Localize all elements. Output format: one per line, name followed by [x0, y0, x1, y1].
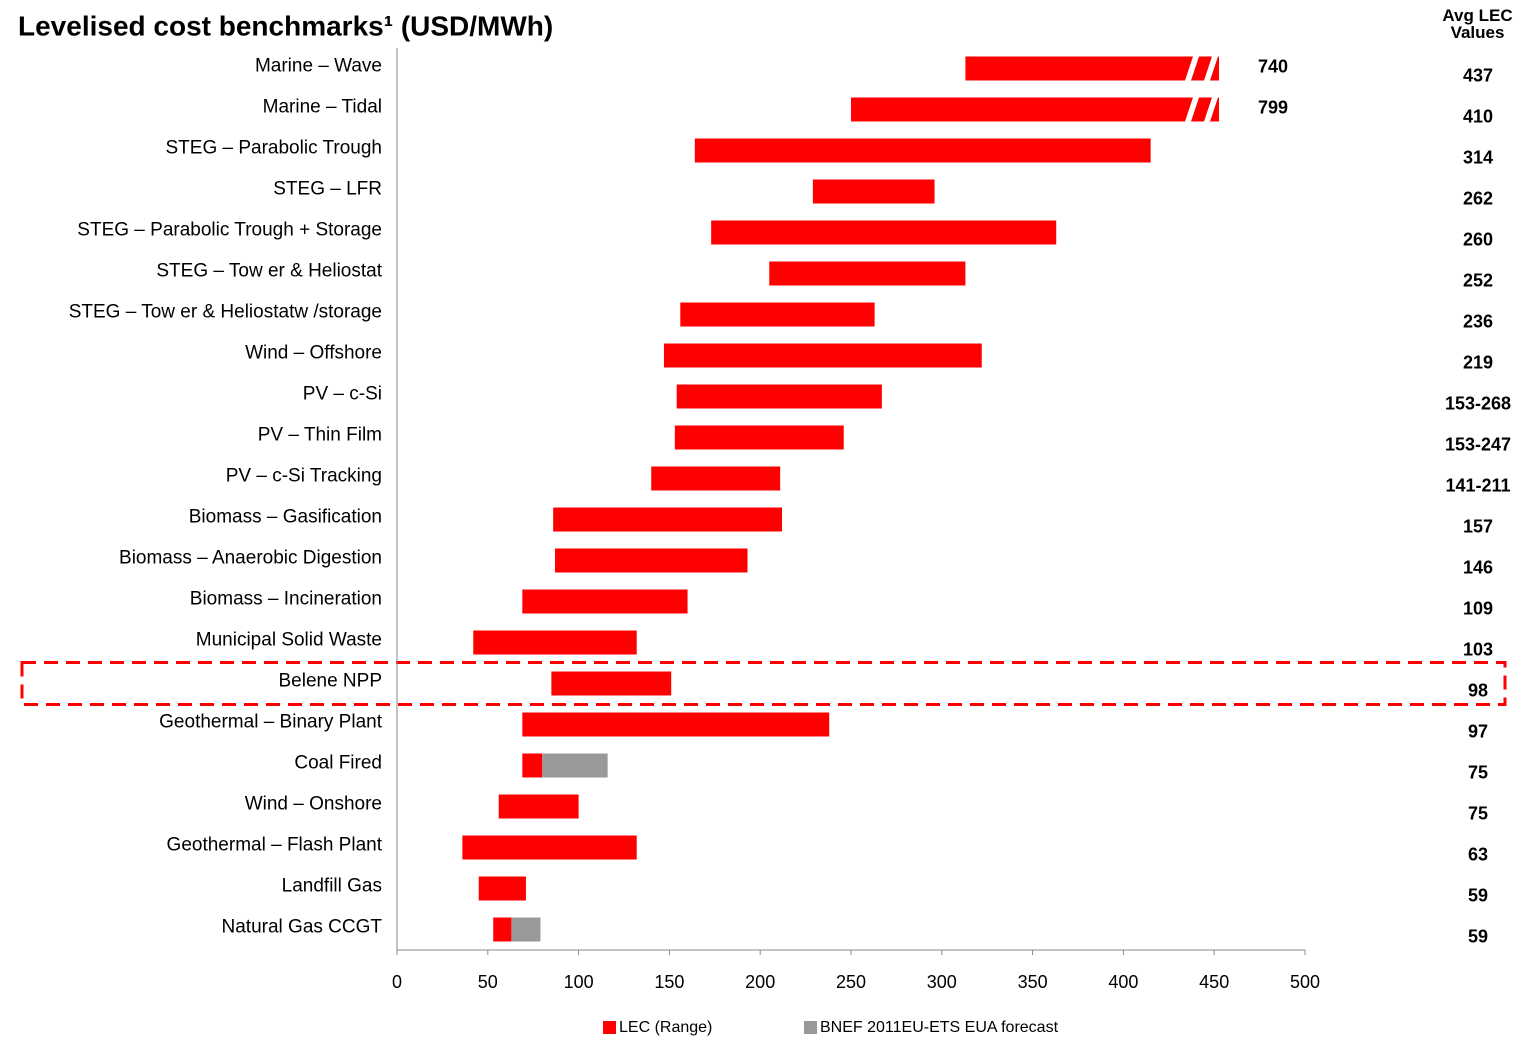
bar: [812, 179, 935, 204]
avg-lec-value: 410: [1463, 106, 1493, 126]
category-label: STEG – Parabolic Trough: [166, 138, 383, 159]
bar: [674, 425, 844, 450]
x-tick-label: 450: [1199, 972, 1229, 992]
bar: [851, 97, 1219, 122]
bar: [522, 753, 543, 778]
axis-break: [1204, 56, 1218, 81]
category-label: Geothermal – Flash Plant: [167, 835, 383, 856]
avg-lec-value: 314: [1463, 147, 1493, 167]
avg-lec-value: 75: [1468, 803, 1488, 823]
avg-lec-value: 75: [1468, 762, 1488, 782]
avg-lec-value: 437: [1463, 65, 1493, 85]
category-label: STEG – Parabolic Trough + Storage: [77, 220, 382, 241]
avg-lec-value: 109: [1463, 598, 1493, 618]
x-tick-label: 150: [654, 972, 684, 992]
bar: [462, 835, 637, 860]
category-label: PV – Thin Film: [258, 425, 382, 446]
bar: [542, 753, 608, 778]
chart-title: Levelised cost benchmarks¹ (USD/MWh): [18, 10, 553, 41]
category-label: Biomass – Anaerobic Digestion: [119, 548, 382, 569]
x-tick-label: 400: [1108, 972, 1138, 992]
highlight-box: [20, 661, 1507, 706]
legend-label: BNEF 2011EU-ETS EUA forecast: [820, 1019, 1059, 1036]
x-tick-label: 100: [564, 972, 594, 992]
bar-end-label: 799: [1258, 97, 1288, 117]
category-label: Biomass – Gasification: [189, 507, 382, 528]
x-tick-label: 0: [392, 972, 402, 992]
bar: [511, 917, 541, 942]
bar-end-label: 740: [1258, 56, 1288, 76]
avg-lec-value: 153-268: [1445, 393, 1511, 413]
bar: [551, 671, 672, 696]
category-label: Biomass – Incineration: [190, 589, 382, 610]
category-label: STEG – Tow er & Heliostat: [156, 261, 382, 282]
bar: [493, 917, 512, 942]
bar: [676, 384, 882, 409]
avg-lec-value: 97: [1468, 721, 1488, 741]
category-label: STEG – Tow er & Heliostatw /storage: [69, 302, 382, 323]
avg-lec-value: 219: [1463, 352, 1493, 372]
avg-lec-value: 260: [1463, 229, 1493, 249]
avg-lec-value: 103: [1463, 639, 1493, 659]
bar: [965, 56, 1219, 81]
category-label: Marine – Tidal: [263, 97, 382, 118]
category-label: Natural Gas CCGT: [222, 917, 383, 938]
category-label: Wind – Onshore: [245, 794, 382, 815]
axis-break: [1185, 56, 1199, 81]
bar: [498, 794, 579, 819]
bar: [711, 220, 1057, 245]
category-label: Coal Fired: [294, 753, 382, 774]
category-label: PV – c-Si Tracking: [226, 466, 382, 487]
legend-label: LEC (Range): [619, 1019, 712, 1036]
category-label: Geothermal – Binary Plant: [159, 712, 383, 733]
avg-lec-value: 59: [1468, 885, 1488, 905]
x-tick-label: 350: [1018, 972, 1048, 992]
avg-lec-value: 98: [1468, 680, 1488, 700]
bar: [651, 466, 781, 491]
avg-lec-value: 146: [1463, 557, 1493, 577]
bar: [522, 712, 830, 737]
avg-lec-value: 236: [1463, 311, 1493, 331]
category-label: Municipal Solid Waste: [196, 630, 382, 651]
bar: [553, 507, 782, 532]
avg-lec-value: 141-211: [1445, 475, 1510, 495]
avg-lec-value: 59: [1468, 926, 1488, 946]
legend-swatch: [804, 1021, 817, 1034]
x-tick-label: 200: [745, 972, 775, 992]
bar: [663, 343, 982, 368]
category-label: Landfill Gas: [282, 876, 382, 897]
x-tick-label: 300: [927, 972, 957, 992]
category-label: PV – c-Si: [303, 384, 382, 405]
avg-lec-value: 262: [1463, 188, 1493, 208]
avg-lec-value: 252: [1463, 270, 1493, 290]
category-label: Marine – Wave: [255, 56, 382, 77]
x-tick-label: 250: [836, 972, 866, 992]
bar: [522, 589, 688, 614]
axis-break: [1185, 97, 1199, 122]
x-tick-label: 500: [1290, 972, 1320, 992]
bar: [769, 261, 966, 286]
bar: [554, 548, 748, 573]
axis-break: [1204, 97, 1218, 122]
category-label: Belene NPP: [278, 671, 382, 692]
x-tick-label: 50: [478, 972, 498, 992]
bar: [478, 876, 526, 901]
bar: [694, 138, 1151, 163]
bar: [680, 302, 875, 327]
bar: [473, 630, 637, 655]
avg-lec-value: 153-247: [1445, 434, 1511, 454]
category-label: Wind – Offshore: [245, 343, 382, 364]
legend-swatch: [603, 1021, 616, 1034]
avg-lec-value: 63: [1468, 844, 1488, 864]
category-label: STEG – LFR: [273, 179, 382, 200]
avg-lec-value: 157: [1463, 516, 1493, 536]
avg-lec-title: Avg LEC Values: [1442, 6, 1513, 42]
